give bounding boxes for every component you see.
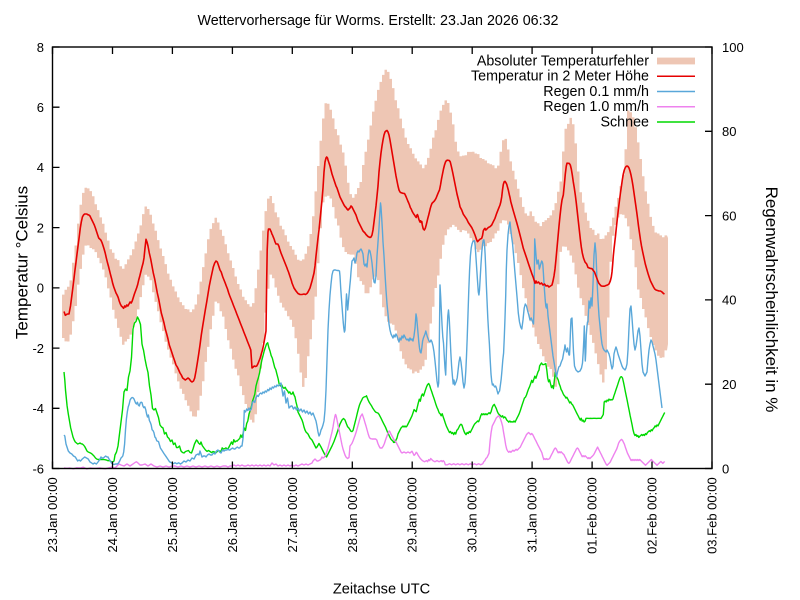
svg-text:Temperatur °Celsius: Temperatur °Celsius xyxy=(13,186,32,339)
svg-text:28.Jan 00:00: 28.Jan 00:00 xyxy=(345,477,360,552)
svg-text:29.Jan 00:00: 29.Jan 00:00 xyxy=(405,477,420,552)
svg-text:25.Jan 00:00: 25.Jan 00:00 xyxy=(165,477,180,552)
svg-text:6: 6 xyxy=(37,100,44,115)
svg-text:26.Jan 00:00: 26.Jan 00:00 xyxy=(225,477,240,552)
svg-text:-4: -4 xyxy=(32,401,44,416)
svg-text:Wettervorhersage für Worms. Er: Wettervorhersage für Worms. Erstellt: 23… xyxy=(197,13,558,29)
svg-text:40: 40 xyxy=(722,293,736,308)
svg-text:Zeitachse UTC: Zeitachse UTC xyxy=(333,582,430,598)
svg-text:20: 20 xyxy=(722,377,736,392)
svg-text:02.Feb 00:00: 02.Feb 00:00 xyxy=(645,477,660,554)
svg-text:4: 4 xyxy=(37,160,44,175)
svg-text:03.Feb 00:00: 03.Feb 00:00 xyxy=(705,477,720,554)
svg-text:2: 2 xyxy=(37,220,44,235)
svg-text:23.Jan 00:00: 23.Jan 00:00 xyxy=(45,477,60,552)
svg-text:31.Jan 00:00: 31.Jan 00:00 xyxy=(525,477,540,552)
svg-text:60: 60 xyxy=(722,208,736,223)
svg-text:Regen 0.1 mm/h: Regen 0.1 mm/h xyxy=(543,84,649,100)
svg-text:01.Feb 00:00: 01.Feb 00:00 xyxy=(585,477,600,554)
svg-text:0: 0 xyxy=(722,461,729,476)
svg-text:100: 100 xyxy=(722,40,744,55)
svg-text:30.Jan 00:00: 30.Jan 00:00 xyxy=(465,477,480,552)
svg-text:Regen 1.0 mm/h: Regen 1.0 mm/h xyxy=(543,99,649,115)
svg-text:-6: -6 xyxy=(32,461,44,476)
svg-text:80: 80 xyxy=(722,124,736,139)
svg-text:24.Jan 00:00: 24.Jan 00:00 xyxy=(105,477,120,552)
svg-text:Regenwahrscheinlichkeit in %: Regenwahrscheinlichkeit in % xyxy=(762,187,781,413)
svg-text:0: 0 xyxy=(37,281,44,296)
svg-text:Schnee: Schnee xyxy=(601,114,650,130)
svg-text:Absoluter Temperaturfehler: Absoluter Temperaturfehler xyxy=(477,53,649,69)
svg-text:8: 8 xyxy=(37,40,44,55)
svg-text:27.Jan 00:00: 27.Jan 00:00 xyxy=(285,477,300,552)
svg-text:Temperatur in 2 Meter Höhe: Temperatur in 2 Meter Höhe xyxy=(471,69,649,85)
svg-text:-2: -2 xyxy=(32,341,44,356)
